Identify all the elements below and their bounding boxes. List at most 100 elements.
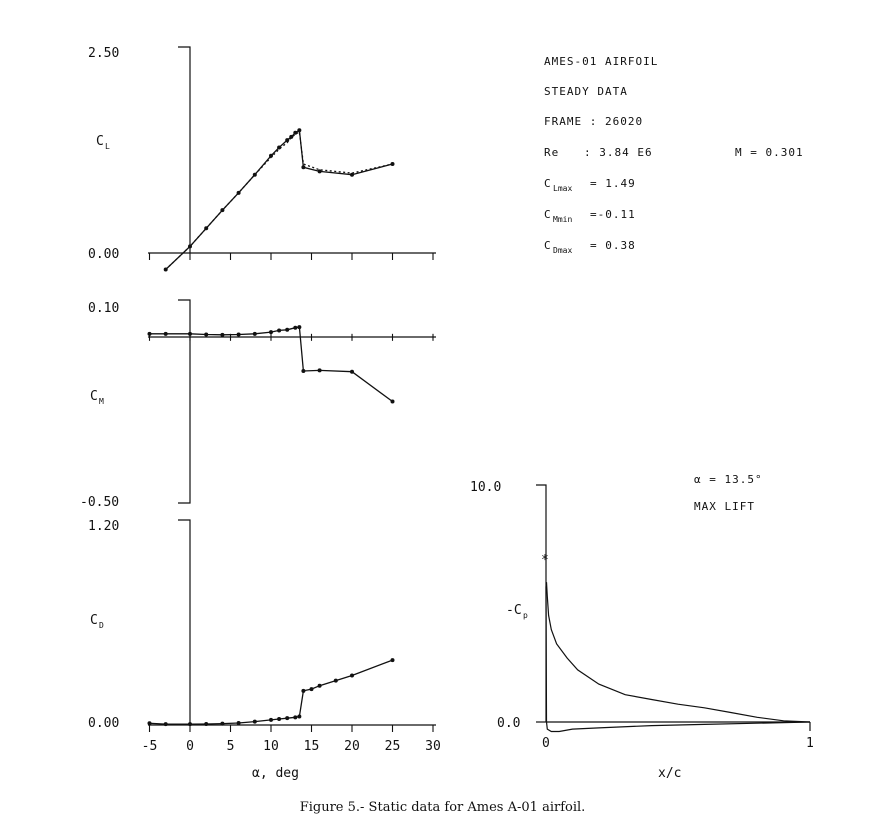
info-title: AMES-01 AIRFOIL	[544, 55, 658, 68]
data-point	[147, 721, 152, 726]
cl-x-ticks	[148, 253, 434, 260]
cm-y-axis	[178, 299, 191, 504]
data-point	[297, 325, 302, 330]
cl-series	[163, 128, 395, 272]
data-point	[301, 369, 306, 374]
cp-xtick-1: 1	[806, 736, 814, 751]
cp-series	[545, 582, 811, 733]
data-point	[163, 331, 168, 336]
data-point	[220, 721, 225, 726]
data-point	[350, 673, 354, 678]
cp-panel: 10.0 0.0 -C p 0 1 x/c * α = 13.5° MAX LI…	[470, 473, 814, 781]
data-point	[390, 658, 395, 663]
cp-note-annotation: MAX LIFT	[694, 500, 755, 513]
cd-series	[147, 658, 395, 727]
data-point	[252, 719, 257, 724]
data-point	[204, 332, 209, 337]
info-frame: FRAME : 26020	[544, 115, 643, 128]
cp-ylabel-sub: p	[523, 611, 528, 620]
data-point	[269, 153, 273, 158]
data-point	[297, 714, 302, 719]
dotted-series-line	[165, 130, 393, 270]
data-point	[188, 331, 192, 336]
info-cdmax-label: C	[544, 239, 552, 252]
info-clmax-value: = 1.49	[590, 177, 636, 190]
cm-ylabel-sub: M	[99, 397, 104, 406]
cd-x-tick-labels: -5 0 5 10 15 20 25 30	[142, 739, 441, 754]
info-subtitle: STEADY DATA	[544, 85, 628, 98]
cl-ytick-bottom: 0.00	[88, 247, 119, 262]
data-point	[289, 134, 294, 139]
info-cmmin-sub: Mmin	[553, 215, 572, 224]
cd-panel: 1.20 0.00 C D -5 0 5 10 15 20 25 30 α, deg	[88, 519, 441, 781]
cp-xtick-0: 0	[542, 736, 550, 751]
series-line	[165, 129, 393, 270]
alpha-tick-label: 15	[304, 739, 320, 754]
cd-x-ticks	[148, 725, 434, 732]
series-line	[149, 326, 393, 403]
cp-y-axis	[536, 484, 547, 722]
alpha-xlabel: α, deg	[252, 766, 299, 781]
cm-ylabel: C	[90, 389, 98, 404]
alpha-tick-label: 5	[227, 739, 235, 754]
data-point	[236, 720, 241, 725]
alpha-tick-label: 25	[385, 739, 401, 754]
alpha-tick-label: 20	[344, 739, 360, 754]
cd-ylabel-sub: D	[99, 621, 104, 630]
info-cmmin-value: =-0.11	[590, 208, 636, 221]
series-line	[149, 659, 393, 725]
alpha-tick-label: 0	[186, 739, 194, 754]
data-point	[293, 130, 298, 135]
cd-ytick-bottom: 0.00	[88, 716, 119, 731]
data-point	[301, 165, 306, 170]
data-point	[277, 328, 282, 333]
cp-ylabel: -C	[506, 603, 522, 618]
data-point	[269, 717, 273, 722]
cm-series	[147, 325, 395, 404]
info-clmax-label: C	[544, 177, 552, 190]
data-point	[147, 331, 152, 336]
data-point	[317, 368, 322, 373]
data-point	[204, 721, 209, 726]
data-point	[293, 325, 298, 330]
info-re-value: : 3.84 E6	[584, 146, 653, 159]
data-point	[236, 332, 241, 337]
cp-xlabel: x/c	[658, 766, 681, 781]
info-cdmax-value: = 0.38	[590, 239, 636, 252]
cp-ytick-top: 10.0	[470, 480, 501, 495]
cl-panel: 2.50 0.00 C L	[88, 46, 436, 272]
data-point	[220, 332, 225, 337]
data-point	[188, 722, 192, 727]
data-point	[285, 716, 290, 721]
cl-ylabel: C	[96, 134, 104, 149]
data-point	[317, 169, 322, 174]
data-point	[277, 717, 282, 722]
data-point	[285, 138, 290, 143]
cp-lower-line	[545, 586, 811, 733]
info-mach: M = 0.301	[735, 146, 804, 159]
data-point	[350, 369, 354, 374]
data-point	[293, 715, 298, 720]
data-point	[297, 128, 302, 133]
cl-ytick-top: 2.50	[88, 46, 119, 61]
cl-ylabel-sub: L	[105, 142, 110, 151]
alpha-tick-label: 10	[263, 739, 279, 754]
cp-alpha-annotation: α = 13.5°	[694, 473, 763, 486]
cp-peak-star: *	[541, 553, 549, 568]
data-point	[301, 688, 306, 693]
cp-upper-line	[545, 582, 811, 723]
cm-ytick-top: 0.10	[88, 301, 119, 316]
data-point	[333, 678, 338, 683]
cd-ylabel: C	[90, 613, 98, 628]
cm-panel: 0.10 -0.50 C M	[80, 299, 436, 510]
info-block: AMES-01 AIRFOIL STEADY DATA FRAME : 2602…	[544, 55, 804, 255]
data-point	[309, 687, 314, 692]
data-point	[285, 327, 290, 332]
data-point	[163, 722, 168, 727]
cd-y-axis	[178, 519, 191, 725]
data-point	[350, 172, 354, 177]
data-point	[317, 683, 322, 688]
data-point	[269, 330, 273, 335]
data-point	[390, 399, 395, 404]
